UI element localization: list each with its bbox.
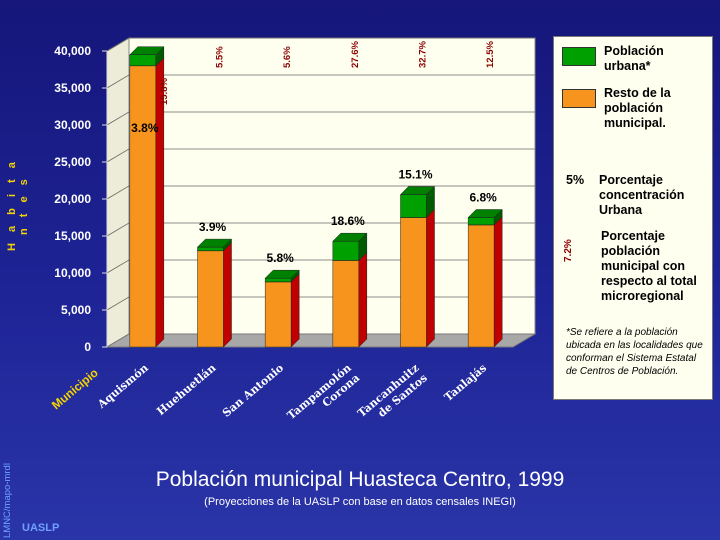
bar-urbana	[399, 185, 436, 219]
bar-resto-side	[493, 216, 503, 348]
bar-urbana	[196, 238, 233, 252]
category-label: Huehuetlán	[154, 361, 218, 418]
gridline-side	[106, 185, 130, 200]
bar-resto	[264, 273, 300, 348]
y-tick-label: 25,000	[54, 155, 91, 169]
y-tick-label: 0	[84, 340, 91, 354]
legend-pct-rotated-example: 7.2%	[563, 239, 574, 263]
bar-urbana-top	[467, 209, 503, 218]
category-label-line: San Antonio	[220, 361, 286, 419]
bar-urbana-front	[129, 54, 157, 67]
bar-urbana-top	[332, 232, 368, 242]
bar-urbana-front	[467, 217, 495, 226]
y-tick-label: 20,000	[54, 192, 91, 206]
bar-urbana-top	[264, 269, 300, 279]
category-label: Aquismón	[94, 361, 150, 411]
legend-label-resto: Resto de la población municipal.	[604, 86, 671, 130]
legend-swatch-urbana	[562, 47, 596, 66]
gridline-side	[106, 148, 130, 163]
pct-urban-label: 5.5%	[215, 46, 226, 68]
bar-urbana-top	[196, 238, 233, 248]
bar-resto-side	[426, 208, 435, 348]
bar-urbana-front	[400, 194, 427, 218]
category-label-line: Aquismón	[94, 361, 150, 411]
gridline-side	[106, 222, 130, 237]
pct-urban-label: 15.8%	[159, 78, 170, 105]
bar-urbana	[264, 269, 300, 283]
gridline-side	[106, 74, 130, 89]
legend-footnote: *Se refiere a la población ubicada en la…	[566, 327, 703, 377]
pct-total-label: 6.8%	[469, 191, 497, 205]
bar-urbana-top	[399, 186, 436, 195]
chart-title: Población municipal Huasteca Centro, 199…	[155, 468, 565, 491]
y-tick-label: 40,000	[54, 44, 91, 58]
bar-resto	[196, 242, 233, 348]
bar-resto	[399, 208, 436, 348]
category-label-line: Tanlajás	[442, 361, 489, 404]
x-axis-label: Municipio	[49, 366, 101, 413]
category-label: Tanlajás	[442, 361, 489, 404]
pct-total-label: 5.8%	[266, 251, 294, 265]
bar-resto-front	[264, 281, 292, 348]
bar-urbana	[332, 232, 368, 262]
pct-total-label: 3.9%	[199, 220, 227, 234]
bar-resto	[467, 216, 503, 348]
bar-urbana-top	[129, 46, 165, 55]
pct-total-label: 15.1%	[398, 168, 432, 182]
legend-pct-example: 5%	[566, 173, 585, 187]
bar-resto-front	[400, 217, 427, 348]
org-name: UASLP	[22, 522, 60, 534]
bar-urbana	[467, 208, 503, 226]
gridline-side	[106, 111, 130, 126]
category-label-line: Huehuetlán	[154, 361, 218, 418]
legend-pct-urban-desc: Porcentaje concentración Urbana	[599, 173, 685, 217]
category-label: Tancanhuitzde Santos	[355, 361, 430, 430]
gridline-side	[106, 259, 130, 274]
bar-resto-side	[358, 251, 368, 348]
legend: Población urbana* Resto de la población …	[553, 36, 713, 400]
category-label: TampamolónCorona	[285, 361, 362, 432]
y-tick-label: 10,000	[54, 266, 91, 280]
y-tick-label: 5,000	[61, 303, 91, 317]
bar-resto-side	[223, 242, 232, 348]
pct-total-label: 3.8%	[131, 121, 159, 135]
bar-resto-front	[129, 65, 157, 348]
legend-label-urbana: Población urbana*	[604, 44, 664, 73]
gridline-side	[106, 296, 130, 311]
pct-urban-label: 32.7%	[418, 41, 429, 68]
chart-subtitle: (Proyecciones de la UASLP con base en da…	[204, 496, 516, 508]
y-axis-label: H a b i t a n t e s	[6, 158, 30, 252]
bar-urbana	[129, 46, 165, 67]
bar-resto	[129, 57, 165, 348]
bar-resto-front	[197, 250, 224, 348]
y-tick-label: 35,000	[54, 81, 91, 95]
pct-urban-label: 12.5%	[485, 41, 496, 68]
bar-resto-front	[467, 224, 495, 348]
y-tick-label: 15,000	[54, 229, 91, 243]
credit-text: LMNC/mapo-mrdl	[2, 463, 13, 538]
bar-resto-front	[332, 260, 360, 348]
pct-total-label: 18.6%	[331, 214, 365, 228]
bar-urbana-front	[197, 246, 224, 252]
pct-urban-label: 27.6%	[350, 41, 361, 68]
pct-urban-label: 5.6%	[282, 46, 293, 68]
bar-resto	[332, 251, 368, 348]
bar-urbana-front	[332, 240, 360, 261]
category-label: San Antonio	[220, 361, 286, 419]
legend-pct-total-desc: Porcentaje población municipal con respe…	[601, 229, 697, 303]
y-tick-label: 30,000	[54, 118, 91, 132]
bar-resto-side	[290, 273, 300, 348]
bar-urbana-front	[264, 277, 292, 283]
legend-swatch-resto	[562, 89, 596, 108]
gridline-side	[106, 37, 130, 52]
